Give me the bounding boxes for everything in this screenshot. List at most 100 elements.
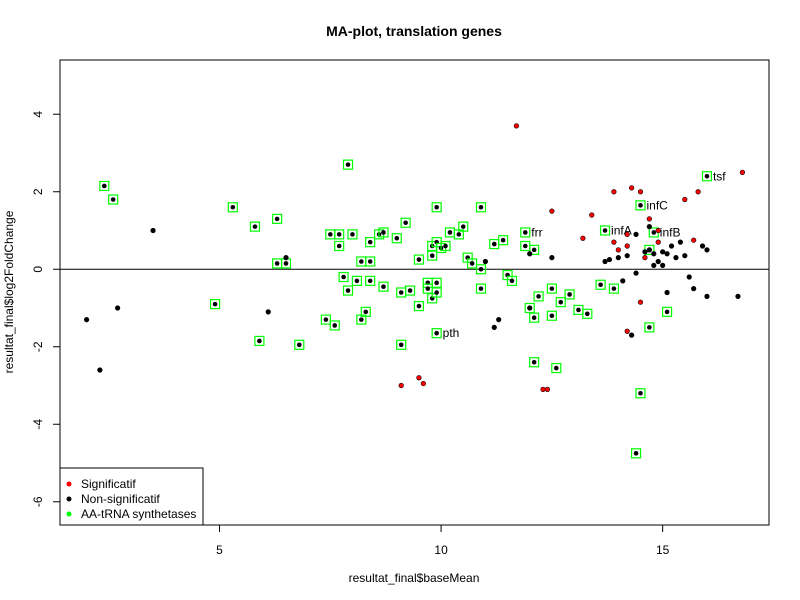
significant-point xyxy=(655,239,661,245)
synthetase-marker xyxy=(608,283,620,294)
significant-point xyxy=(589,212,595,218)
synthetase-point xyxy=(332,323,338,328)
synthetase-point xyxy=(367,239,373,245)
non-significant-point xyxy=(651,251,657,257)
synthetase-marker xyxy=(529,312,540,323)
significant-point xyxy=(624,243,630,249)
synthetase-point xyxy=(509,278,515,284)
synthetase-marker xyxy=(342,285,354,296)
non-significant-point xyxy=(642,249,648,255)
significant-point xyxy=(615,247,621,253)
synthetase-marker xyxy=(431,202,442,213)
legend-swatch xyxy=(66,496,72,502)
synthetase-point xyxy=(585,311,590,317)
synthetase-point xyxy=(323,317,329,322)
points-layer xyxy=(83,123,746,459)
synthetase-marker xyxy=(440,240,451,252)
non-significant-point xyxy=(491,324,497,330)
y-tick-label: -2 xyxy=(31,341,45,352)
x-tick-label: 5 xyxy=(216,543,223,557)
synthetase-marker xyxy=(555,297,566,308)
synthetase-point xyxy=(359,259,364,264)
x-tick-label: 15 xyxy=(656,543,670,557)
significant-point xyxy=(624,328,630,334)
significant-point xyxy=(398,382,404,389)
non-significant-point xyxy=(496,317,502,323)
synthetase-marker xyxy=(427,250,438,261)
non-significant-point xyxy=(735,293,741,299)
legend-swatch xyxy=(66,481,72,487)
synthetase-point xyxy=(522,243,528,249)
non-significant-point xyxy=(633,270,639,276)
synthetase-marker xyxy=(365,275,376,286)
legend-swatch xyxy=(66,511,72,517)
gene-label-infA: infA xyxy=(611,224,632,238)
significant-point xyxy=(580,235,586,241)
synthetase-marker xyxy=(529,244,540,255)
synthetase-point xyxy=(359,317,364,322)
synthetase-point xyxy=(598,282,603,288)
synthetase-point xyxy=(394,235,400,241)
synthetase-marker xyxy=(533,291,544,302)
synthetase-marker xyxy=(351,275,362,286)
plot-frame xyxy=(59,59,770,526)
synthetase-marker xyxy=(329,320,340,331)
synthetase-marker xyxy=(635,388,646,399)
synthetase-point xyxy=(398,290,404,295)
non-significant-point xyxy=(482,258,489,265)
non-significant-point xyxy=(150,227,156,234)
synthetase-point xyxy=(500,237,506,243)
synthetase-point xyxy=(638,390,643,396)
legend-entry-label: Non-significatif xyxy=(81,492,160,506)
synthetase-marker xyxy=(413,254,425,265)
synthetase-marker xyxy=(347,229,358,240)
significant-point xyxy=(420,380,426,387)
y-tick-label: 0 xyxy=(31,266,45,273)
non-significant-point xyxy=(115,305,121,311)
synthetase-marker xyxy=(254,335,265,347)
non-significant-point xyxy=(682,253,688,259)
significant-point xyxy=(549,208,555,214)
synthetase-point xyxy=(274,216,280,222)
synthetase-point xyxy=(274,261,280,266)
significant-point xyxy=(637,299,644,305)
non-significant-point xyxy=(651,262,657,268)
significant-point xyxy=(611,189,617,195)
y-axis-label: resultat_final$log2FoldChange xyxy=(2,210,16,373)
synthetase-marker xyxy=(400,217,411,228)
gene-label-frr: frr xyxy=(531,225,542,239)
synthetase-point xyxy=(345,288,351,293)
synthetase-marker xyxy=(334,229,345,240)
legend-entry-label: AA-tRNA synthetases xyxy=(81,507,196,521)
legend-entry-label: Significatif xyxy=(81,477,136,491)
synthetase-marker xyxy=(458,221,469,232)
synthetase-point xyxy=(531,247,537,253)
non-significant-point xyxy=(602,258,608,265)
synthetase-point xyxy=(647,325,652,330)
synthetase-marker xyxy=(546,310,557,321)
synthetase-marker xyxy=(701,171,713,182)
synthetase-point xyxy=(611,286,617,291)
non-significant-point xyxy=(704,293,710,299)
synthetase-marker xyxy=(475,202,487,213)
significant-point xyxy=(544,386,551,392)
synthetase-point xyxy=(434,204,439,210)
gene-labels-layer: tsf infC frr infA infB pth xyxy=(443,169,727,340)
synthetase-marker xyxy=(595,279,606,290)
synthetase-point xyxy=(478,266,484,272)
synthetase-point xyxy=(522,230,528,235)
synthetase-point xyxy=(407,288,413,293)
significant-point xyxy=(691,237,697,243)
non-significant-point xyxy=(673,255,679,261)
synthetase-marker xyxy=(378,227,389,238)
synthetase-point xyxy=(633,451,639,456)
synthetase-marker xyxy=(272,213,283,224)
synthetase-marker xyxy=(546,283,557,294)
synthetase-marker xyxy=(209,299,221,310)
x-axis: 5 10 15 xyxy=(216,525,670,557)
significant-point xyxy=(695,189,701,195)
non-significant-point xyxy=(691,286,697,292)
synthetase-point xyxy=(328,232,333,237)
synthetase-marker xyxy=(635,200,646,211)
